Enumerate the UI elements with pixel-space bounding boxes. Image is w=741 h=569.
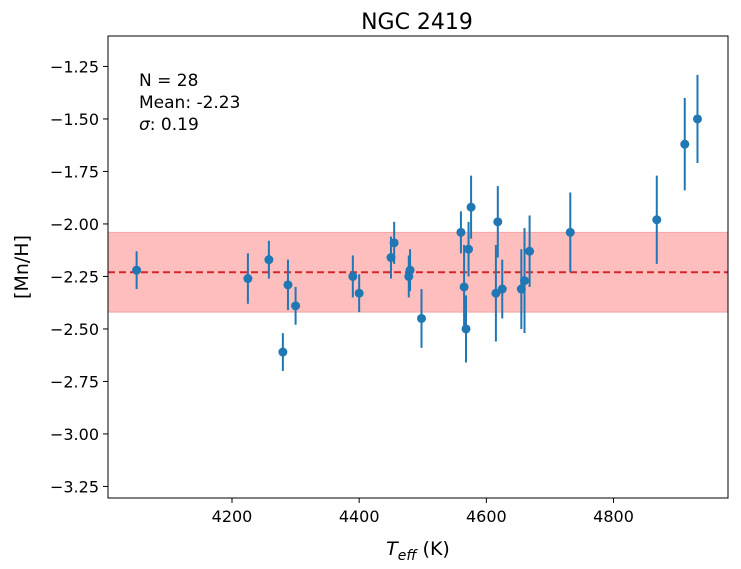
point-marker	[416, 313, 426, 323]
data-point-2	[243, 253, 253, 304]
point-marker	[291, 301, 301, 311]
y-axis-ticks: −3.25 −3.00 −2.75 −2.50 −2.25 −2.00 −1.75 −1.50…	[50, 57, 108, 496]
point-marker	[493, 217, 503, 227]
data-point-28	[692, 74, 702, 164]
y-tick-label: −2.50	[50, 320, 99, 339]
y-tick-label: −1.50	[50, 110, 99, 129]
point-marker	[466, 202, 476, 212]
y-tick-label: −3.00	[50, 425, 99, 444]
y-tick-label: −2.00	[50, 215, 99, 234]
point-marker	[464, 244, 474, 254]
y-axis-label: [Mn/H]	[11, 235, 33, 299]
y-tick-label: −1.25	[50, 57, 99, 76]
point-marker	[525, 246, 535, 256]
data-point-7	[348, 255, 358, 298]
data-points-layer	[132, 74, 702, 371]
plot-frame	[107, 35, 729, 499]
x-axis-label-main: T	[386, 538, 399, 560]
point-marker	[680, 139, 690, 149]
point-marker	[461, 324, 471, 334]
data-point-25	[565, 192, 575, 273]
stats-count: N = 28	[139, 71, 198, 91]
stats-sigma-value: : 0.19	[150, 115, 199, 135]
data-point-26	[652, 175, 662, 264]
point-marker	[348, 271, 358, 281]
point-marker	[243, 274, 253, 284]
x-axis-label-sub: eff	[398, 548, 419, 564]
point-marker	[456, 227, 466, 237]
chart-title: NGC 2419	[361, 10, 473, 35]
data-point-4	[278, 333, 288, 371]
data-point-27	[680, 97, 690, 191]
data-point-13	[416, 289, 426, 348]
point-marker	[283, 280, 293, 290]
point-marker	[520, 276, 530, 286]
x-tick-label: 4800	[593, 507, 634, 526]
point-marker	[491, 288, 501, 298]
data-point-19	[491, 244, 501, 342]
y-tick-label: −2.75	[50, 372, 99, 391]
data-point-23	[520, 228, 530, 334]
y-tick-label: −1.75	[50, 162, 99, 181]
point-marker	[264, 255, 274, 265]
data-point-6	[291, 286, 301, 325]
x-tick-label: 4400	[339, 507, 380, 526]
data-point-16	[461, 295, 471, 363]
data-point-20	[493, 186, 503, 258]
x-axis-label: Teff (K)	[386, 538, 450, 564]
data-point-3	[264, 240, 274, 279]
point-marker	[459, 282, 469, 292]
data-point-21	[497, 259, 507, 319]
data-point-14	[456, 211, 466, 254]
data-point-18	[466, 175, 476, 239]
x-tick-label: 4600	[466, 507, 507, 526]
y-tick-label: −2.25	[50, 267, 99, 286]
point-marker	[652, 215, 662, 225]
x-axis-label-unit: (K)	[417, 538, 450, 560]
point-marker	[692, 114, 702, 124]
stats-sigma-symbol: σ	[139, 115, 151, 135]
stats-mean: Mean: -2.23	[139, 93, 240, 113]
point-marker	[405, 265, 415, 275]
x-tick-label: 4200	[212, 507, 253, 526]
data-point-5	[283, 259, 293, 311]
data-point-1	[132, 251, 142, 290]
data-point-24	[525, 215, 535, 287]
x-axis-ticks: 4200 4400 4600 4800	[212, 498, 634, 526]
data-point-10	[389, 221, 399, 264]
stats-sigma: σ: 0.19	[139, 115, 199, 135]
data-point-12	[405, 249, 415, 292]
data-point-8	[354, 274, 364, 313]
y-tick-label: −3.25	[50, 477, 99, 496]
point-marker	[497, 284, 507, 294]
point-marker	[389, 238, 399, 248]
point-marker	[278, 347, 288, 357]
point-marker	[132, 265, 142, 275]
point-marker	[565, 227, 575, 237]
data-point-15	[459, 244, 469, 329]
data-point-17	[464, 221, 474, 277]
point-marker	[354, 288, 364, 298]
